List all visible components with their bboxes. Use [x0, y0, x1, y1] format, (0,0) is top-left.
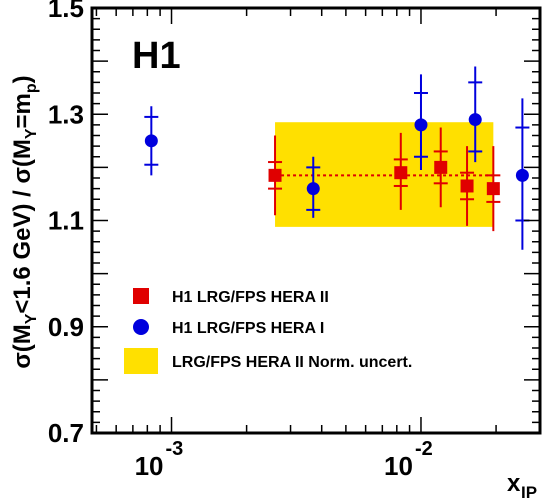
legend-swatch-circle — [133, 319, 149, 335]
y-label-subscript: Y — [23, 313, 40, 324]
y-label-text: σ(M — [9, 324, 36, 368]
data-point — [460, 146, 475, 226]
data-points-layer — [144, 66, 530, 250]
data-point — [468, 66, 483, 163]
x-tick-label-exp: -3 — [166, 438, 184, 460]
y-label-text: ) — [9, 75, 36, 83]
y-tick-label: 1.5 — [48, 0, 84, 23]
x-axis-label: x IP — [507, 470, 537, 501]
y-axis-label: σ(MY<1.6 GeV) / σ(MY=mp) — [9, 75, 40, 368]
legend-item: H1 LRG/FPS HERA II — [133, 288, 329, 306]
x-axis-title-subscript: IP — [521, 483, 537, 501]
legend-item: LRG/FPS HERA II Norm. uncert. — [124, 348, 412, 374]
x-tick-label: 10-3 — [135, 438, 184, 481]
marker-circle — [306, 182, 320, 196]
axis-ticks: 0.70.91.11.31.510-310-2 — [48, 0, 541, 481]
experiment-label: H1 — [132, 35, 181, 77]
legend-item: H1 LRG/FPS HERA I — [133, 319, 324, 337]
data-point — [144, 106, 159, 176]
marker-square — [268, 168, 282, 182]
data-point — [268, 135, 283, 216]
data-point — [433, 127, 448, 208]
data-point — [413, 74, 428, 171]
y-label-subscript: Y — [23, 128, 40, 139]
data-point — [486, 146, 501, 232]
y-axis-title: σ(MY<1.6 GeV) / σ(MY=mp) — [9, 75, 40, 368]
data-point — [306, 156, 321, 218]
marker-circle — [414, 118, 428, 132]
y-label-text: <1.6 GeV) / σ(M — [9, 139, 36, 313]
y-tick-label: 1.1 — [48, 206, 84, 236]
series-2 — [144, 66, 530, 250]
marker-circle — [468, 113, 482, 127]
marker-square — [486, 182, 500, 196]
data-point — [515, 98, 530, 250]
legend: H1 LRG/FPS HERA II H1 LRG/FPS HERA I LRG/F… — [124, 288, 412, 374]
y-tick-label: 1.3 — [48, 99, 84, 129]
marker-circle — [144, 134, 158, 148]
legend-swatch-band — [124, 348, 158, 374]
x-axis-title: x — [507, 470, 521, 497]
legend-label: H1 LRG/FPS HERA II — [172, 289, 329, 306]
y-label-text: =m — [9, 93, 36, 128]
y-label-subscript: p — [23, 83, 40, 93]
legend-label: H1 LRG/FPS HERA I — [172, 320, 324, 337]
x-tick-label-exp: -2 — [415, 438, 433, 460]
marker-square — [460, 179, 474, 193]
x-tick-label: 10-2 — [384, 438, 433, 481]
x-tick-label-base: 10 — [135, 451, 164, 481]
legend-label: LRG/FPS HERA II Norm. uncert. — [172, 354, 412, 371]
y-tick-label: 0.7 — [48, 418, 84, 448]
marker-circle — [515, 168, 529, 182]
legend-swatch-square — [133, 288, 149, 304]
data-point — [393, 132, 408, 210]
y-tick-label: 0.9 — [48, 312, 84, 342]
marker-square — [394, 166, 408, 180]
x-tick-label-base: 10 — [384, 451, 413, 481]
marker-square — [434, 160, 448, 174]
series-1 — [268, 127, 501, 232]
